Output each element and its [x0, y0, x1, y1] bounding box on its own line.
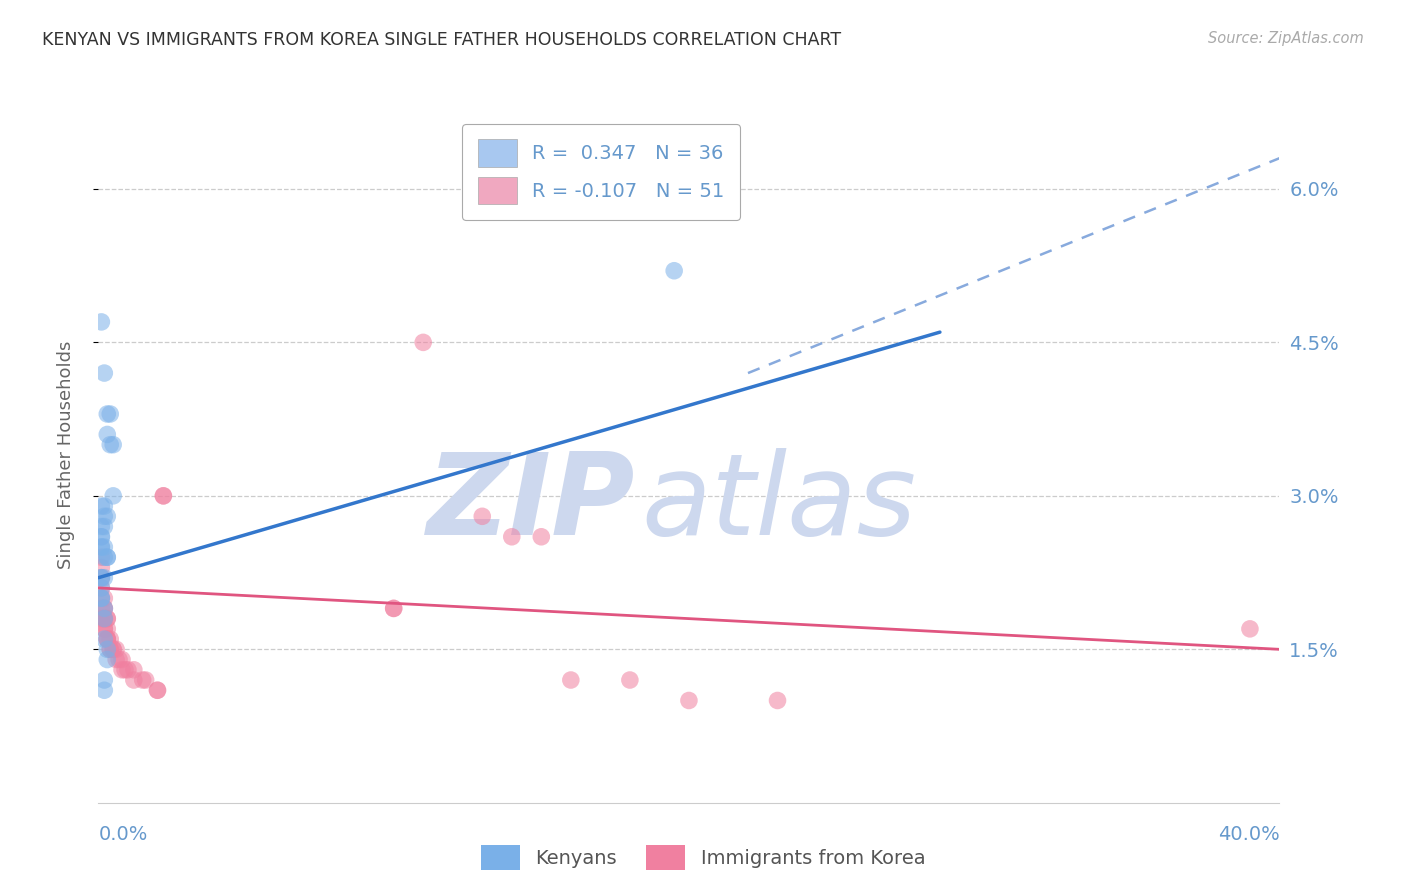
Point [93, 612, 115, 626]
Point [90, 519, 112, 533]
Point [96, 612, 118, 626]
Point [93, 612, 115, 626]
Point [98, 407, 121, 421]
Point [96, 407, 118, 421]
Point [135, 673, 157, 687]
Point [619, 673, 641, 687]
Point [93, 509, 115, 524]
Point [90, 601, 112, 615]
Point [98, 642, 121, 657]
Point [93, 601, 115, 615]
Point [96, 632, 118, 646]
Point [412, 335, 434, 350]
Point [90, 612, 112, 626]
Point [90, 560, 112, 574]
Point [98, 632, 121, 646]
Point [93, 499, 115, 513]
Point [93, 540, 115, 554]
Point [96, 622, 118, 636]
Point [93, 601, 115, 615]
Point [90, 540, 112, 554]
Point [98, 642, 121, 657]
Point [98, 438, 121, 452]
Point [93, 632, 115, 646]
Point [93, 673, 115, 687]
Point [530, 530, 553, 544]
Point [103, 489, 125, 503]
Point [122, 673, 145, 687]
Point [152, 489, 174, 503]
Point [93, 550, 115, 565]
Point [93, 601, 115, 615]
Point [471, 509, 494, 524]
Point [90, 315, 112, 329]
Text: ZIP: ZIP [427, 448, 636, 559]
Legend: R =  0.347   N = 36, R = -0.107   N = 51: R = 0.347 N = 36, R = -0.107 N = 51 [463, 124, 741, 219]
Point [501, 530, 523, 544]
Point [103, 438, 125, 452]
Point [108, 652, 131, 666]
Text: KENYAN VS IMMIGRANTS FROM KOREA SINGLE FATHER HOUSEHOLDS CORRELATION CHART: KENYAN VS IMMIGRANTS FROM KOREA SINGLE F… [42, 31, 841, 49]
Point [96, 427, 118, 442]
Point [560, 673, 582, 687]
Legend: Kenyans, Immigrants from Korea: Kenyans, Immigrants from Korea [472, 838, 934, 878]
Point [90, 591, 112, 606]
Point [766, 693, 789, 707]
Point [90, 499, 112, 513]
Text: 40.0%: 40.0% [1218, 825, 1279, 844]
Text: 0.0%: 0.0% [98, 825, 148, 844]
Point [96, 612, 118, 626]
Point [93, 622, 115, 636]
Point [90, 530, 112, 544]
Point [96, 509, 118, 524]
Point [122, 663, 145, 677]
Point [664, 264, 686, 278]
Point [93, 591, 115, 606]
Point [382, 601, 405, 615]
Point [93, 622, 115, 636]
Point [117, 663, 139, 677]
Point [382, 601, 405, 615]
Text: atlas: atlas [641, 448, 917, 559]
Point [96, 550, 118, 565]
Point [96, 642, 118, 657]
Point [111, 663, 134, 677]
Point [96, 632, 118, 646]
Point [93, 612, 115, 626]
Point [1239, 622, 1261, 636]
Point [90, 591, 112, 606]
Point [105, 642, 128, 657]
Point [678, 693, 700, 707]
Point [90, 571, 112, 585]
Point [96, 632, 118, 646]
Point [132, 673, 155, 687]
Point [90, 581, 112, 595]
Point [103, 642, 125, 657]
Point [93, 683, 115, 698]
Text: Source: ZipAtlas.com: Source: ZipAtlas.com [1208, 31, 1364, 46]
Point [93, 571, 115, 585]
Point [152, 489, 174, 503]
Point [90, 540, 112, 554]
Point [105, 652, 128, 666]
Point [90, 530, 112, 544]
Point [96, 550, 118, 565]
Point [90, 550, 112, 565]
Point [90, 591, 112, 606]
Point [93, 519, 115, 533]
Point [90, 571, 112, 585]
Point [90, 571, 112, 585]
Point [93, 366, 115, 380]
Point [111, 652, 134, 666]
Point [146, 683, 169, 698]
Point [90, 581, 112, 595]
Point [96, 652, 118, 666]
Point [114, 663, 136, 677]
Point [146, 683, 169, 698]
Point [103, 642, 125, 657]
Y-axis label: Single Father Households: Single Father Households [56, 341, 75, 569]
